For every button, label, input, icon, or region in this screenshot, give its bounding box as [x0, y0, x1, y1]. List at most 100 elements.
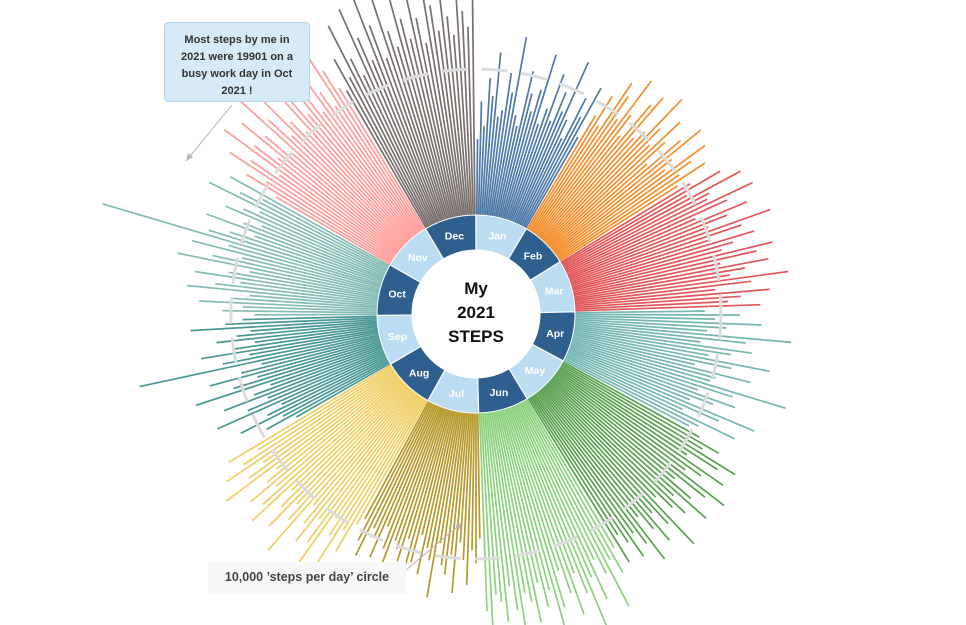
day-bar-feb-15 — [545, 128, 661, 245]
day-bar-sep-7 — [217, 353, 386, 430]
day-bar-may-4 — [559, 365, 736, 476]
day-bar-jun-25 — [487, 412, 511, 587]
day-bar-apr-25 — [566, 351, 755, 432]
day-bar-jan-13 — [496, 125, 518, 218]
month-label-may: May — [525, 365, 546, 377]
day-bar-dec-20 — [415, 17, 458, 218]
day-bar-sep-15 — [257, 340, 382, 378]
month-segment-dec — [424, 214, 477, 260]
day-bar-mar-3 — [561, 194, 688, 267]
day-bar-mar-29 — [574, 295, 741, 309]
day-bar-apr-20 — [569, 343, 733, 398]
day-bar-jan-15 — [499, 93, 533, 219]
day-bar-aug-21 — [275, 378, 402, 488]
day-bar-oct-23 — [243, 222, 385, 279]
day-bar-mar-7 — [565, 181, 754, 273]
day-bar-may-15 — [548, 380, 675, 497]
day-bar-may-18 — [544, 384, 657, 498]
day-bar-jan-28 — [520, 97, 587, 227]
day-bar-jul-13 — [428, 411, 459, 561]
day-bar-sep-8 — [247, 351, 386, 412]
day-bar-sep-5 — [267, 356, 388, 417]
day-bar-aug-6 — [334, 395, 421, 519]
day-bar-jul-8 — [450, 412, 467, 555]
day-bar-sep-28 — [190, 318, 378, 332]
day-bar-mar-17 — [571, 241, 734, 289]
annotation-pointer — [185, 104, 233, 162]
day-bar-jan-30 — [523, 87, 602, 228]
day-bar-jun-15 — [503, 408, 566, 608]
day-bar-oct-4 — [199, 300, 378, 311]
day-bar-jun-16 — [502, 408, 566, 625]
day-bar-aug-7 — [296, 394, 420, 566]
day-bar-jul-19 — [407, 408, 449, 540]
day-bar-apr-13 — [573, 332, 770, 373]
day-bar-jun-12 — [508, 406, 585, 615]
day-bar-jan-7 — [486, 116, 499, 216]
day-bar-dec-26 — [446, 16, 468, 216]
day-bar-dec-30 — [467, 26, 475, 216]
day-bar-may-2 — [561, 362, 720, 455]
day-bar-jan-12 — [494, 115, 517, 218]
day-bar-feb-16 — [546, 144, 651, 246]
day-bar-may-14 — [549, 379, 707, 520]
day-bar-apr-30 — [563, 359, 690, 427]
day-bar-feb-26 — [557, 174, 680, 259]
day-bar-nov-25 — [299, 71, 419, 235]
day-bar-jun-2 — [524, 399, 624, 574]
day-bar-feb-6 — [533, 118, 618, 235]
day-bar-oct-17 — [228, 244, 381, 289]
day-bar-jun-24 — [488, 411, 519, 611]
day-bar-sep-17 — [240, 337, 381, 374]
day-bar-dec-28 — [455, 0, 471, 216]
day-bar-feb-22 — [553, 158, 673, 254]
day-bar-may-27 — [533, 394, 634, 534]
month-label-jul: Jul — [449, 388, 464, 400]
month-label-mar: Mar — [545, 286, 564, 298]
day-bar-jan-6 — [484, 52, 502, 216]
day-bar-mar-10 — [567, 201, 748, 277]
day-bar-may-25 — [535, 391, 666, 560]
day-bar-jan-8 — [487, 109, 504, 216]
day-bar-mar-15 — [570, 239, 709, 285]
day-bar-dec-12 — [385, 57, 445, 221]
day-bar-feb-3 — [529, 125, 600, 232]
day-bar-jun-14 — [505, 408, 560, 572]
day-bar-mar-12 — [568, 226, 709, 281]
day-bar-mar-27 — [574, 288, 716, 305]
day-bar-jun-10 — [511, 405, 589, 594]
center-title-line-1: My — [464, 279, 488, 298]
day-bar-apr-17 — [571, 338, 716, 379]
day-bar-sep-12 — [270, 345, 383, 386]
day-bar-dec-14 — [386, 31, 448, 220]
day-bars — [102, 0, 792, 625]
day-bar-nov-5 — [250, 159, 395, 260]
day-bar-jun-22 — [492, 411, 526, 593]
note-pointer-arrow-icon — [455, 523, 462, 530]
day-bar-mar-6 — [564, 198, 708, 271]
day-bar-nov-6 — [279, 174, 396, 258]
day-bar-sep-22 — [200, 329, 379, 360]
day-bar-sep-20 — [222, 332, 380, 365]
day-bar-may-8 — [555, 371, 702, 477]
day-bar-feb-19 — [549, 163, 648, 250]
day-bar-oct-5 — [229, 297, 378, 309]
day-bar-dec-8 — [356, 37, 438, 224]
day-bar-nov-21 — [307, 113, 413, 239]
day-bar-jul-22 — [394, 406, 444, 541]
day-bar-jul-27 — [373, 403, 436, 538]
day-bar-nov-29 — [322, 70, 425, 231]
day-bar-nov-4 — [229, 151, 394, 261]
day-bar-nov-17 — [290, 121, 408, 244]
day-bar-dec-10 — [352, 0, 441, 223]
month-ring — [376, 214, 576, 414]
day-bar-nov-12 — [290, 152, 402, 250]
day-bar-mar-19 — [571, 241, 773, 292]
day-bar-aug-20 — [262, 379, 403, 506]
day-bar-jan-22 — [510, 120, 552, 222]
day-bar-jul-5 — [462, 412, 472, 561]
day-bar-sep-25 — [216, 323, 378, 344]
day-bar-jul-26 — [369, 404, 438, 558]
day-bar-feb-17 — [547, 121, 681, 247]
day-bar-aug-14 — [287, 386, 410, 521]
